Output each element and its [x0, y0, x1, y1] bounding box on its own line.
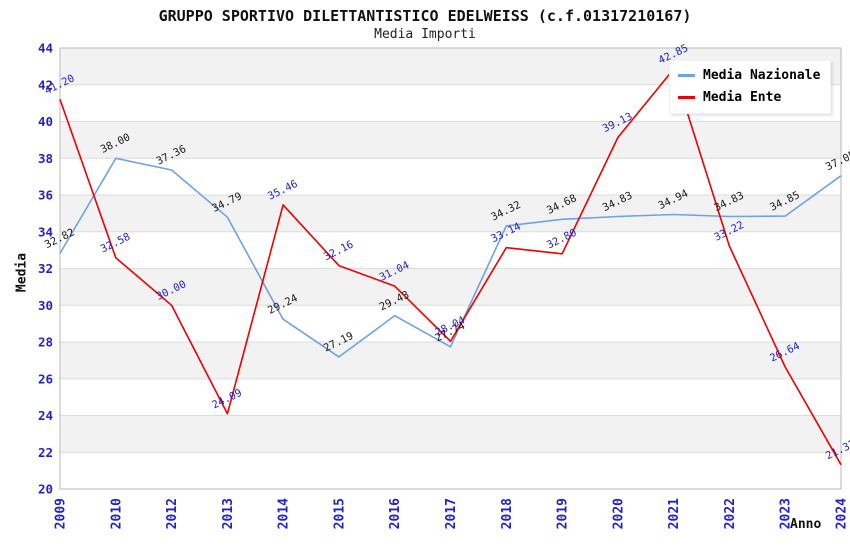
plot-band: [60, 195, 841, 232]
x-tick-label: 2015: [332, 498, 347, 529]
x-tick-label: 2023: [779, 498, 794, 529]
y-axis-title: Media: [14, 252, 30, 293]
x-tick-label: 2021: [667, 498, 682, 529]
legend-swatch-media-ente: [678, 96, 695, 99]
x-tick-label: 2019: [556, 498, 571, 529]
legend: Media Nazionale Media Ente: [669, 60, 831, 114]
y-tick-label: 38: [38, 151, 53, 166]
data-label: 32.58: [99, 231, 133, 256]
x-tick-label: 2014: [277, 498, 292, 529]
chart-title: GRUPPO SPORTIVO DILETTANTISTICO EDELWEIS…: [158, 7, 692, 25]
x-tick-label: 2010: [109, 498, 124, 529]
data-label: 32.16: [322, 239, 356, 264]
plot-band: [60, 121, 841, 159]
series-line-media-nazionale: [59, 157, 842, 358]
y-tick-label: 44: [38, 41, 53, 56]
x-tick-label: 2009: [54, 498, 69, 529]
y-tick-label: 22: [38, 445, 53, 460]
x-tick-label: 2016: [388, 498, 403, 529]
series-line-media-ente: [59, 68, 842, 466]
legend-label: Media Ente: [703, 90, 782, 105]
y-tick-label: 26: [38, 371, 53, 386]
x-tick-label: 2012: [165, 498, 180, 529]
y-tick-label: 28: [38, 335, 53, 350]
chart-subtitle: Media Importi: [374, 27, 476, 42]
legend-swatch-media-nazionale: [678, 74, 695, 77]
plot-band: [60, 415, 841, 453]
plot-border: [59, 47, 842, 490]
legend-item-media-ente: Media Ente: [678, 91, 822, 104]
x-tick-label: 2022: [723, 498, 738, 529]
y-tick-label: 34: [38, 224, 53, 239]
y-tick-label: 24: [38, 408, 53, 423]
y-tick-label: 30: [38, 298, 53, 313]
y-tick-label: 36: [38, 188, 53, 203]
plot-band: [60, 342, 841, 379]
x-tick-label: 2024: [835, 498, 850, 529]
y-tick-label: 40: [38, 114, 53, 129]
y-tick-label: 32: [38, 261, 53, 276]
x-tick-label: 2017: [444, 498, 459, 529]
legend-item-media-nazionale: Media Nazionale: [678, 69, 822, 82]
x-tick-label: 2020: [611, 498, 626, 529]
y-tick-label: 20: [38, 482, 53, 497]
x-axis-title: Anno: [790, 517, 822, 532]
legend-label: Media Nazionale: [703, 68, 821, 83]
y-tick-label: 42: [38, 77, 53, 92]
x-tick-label: 2018: [500, 498, 515, 529]
plot-band: [60, 268, 841, 306]
x-tick-label: 2013: [221, 498, 236, 529]
